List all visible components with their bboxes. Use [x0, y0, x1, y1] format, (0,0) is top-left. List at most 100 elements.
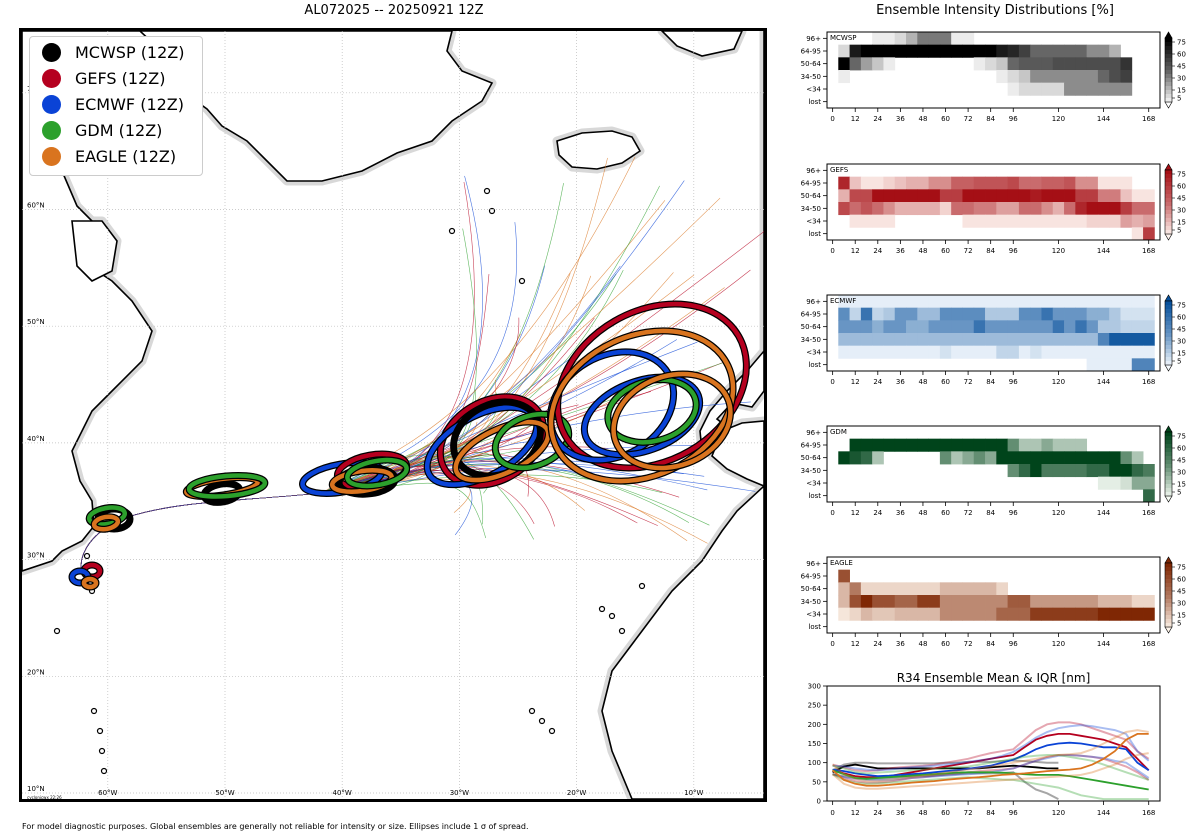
heatmap-cell: [1075, 333, 1088, 347]
colorbar-tick-label: 15: [1177, 481, 1186, 489]
colorbar-segment: [1165, 190, 1172, 195]
colorbar-segment: [1165, 58, 1172, 63]
heatmap-cell: [1086, 464, 1099, 478]
colorbar-segment: [1165, 432, 1172, 437]
heatmap-xtick-label: 0: [830, 378, 834, 386]
track-map: 70°N60°N50°N40°N30°N20°N10°N60°W50°W40°W…: [19, 28, 767, 802]
member-track: [80, 180, 685, 587]
heatmap-cell: [1052, 57, 1065, 71]
heatmap-cell: [1041, 189, 1054, 203]
heatmap-cell: [1064, 57, 1076, 71]
r34-xtick-label: 72: [964, 809, 973, 817]
heatmap-cell: [1097, 214, 1110, 228]
heatmap-cell: [849, 451, 862, 465]
heatmap-cell: [985, 295, 997, 309]
heatmap-cell: [1109, 295, 1121, 309]
heatmap-cell: [928, 189, 941, 203]
heatmap-cell: [1131, 595, 1144, 609]
heatmap-cell: [849, 307, 862, 321]
heatmap-cell: [996, 176, 1009, 190]
heatmap-cell: [985, 320, 997, 334]
heatmap-cell: [1007, 176, 1020, 190]
heatmap-cell: [973, 307, 986, 321]
heatmap-cell: [1075, 345, 1088, 359]
lat-label: 60°N: [27, 202, 45, 210]
heatmap-cell: [1041, 202, 1054, 216]
heatmap-cell: [1109, 464, 1121, 478]
heatmap-cell: [1041, 595, 1054, 609]
colorbar-segment: [1165, 333, 1172, 338]
heatmap-cell: [1097, 189, 1110, 203]
heatmap-cell: [838, 44, 850, 58]
heatmap-cell: [894, 333, 907, 347]
heatmap-row-label: 50-64: [801, 60, 822, 68]
heatmap-cell: [996, 595, 1009, 609]
heatmap-cell: [1018, 57, 1031, 71]
lon-label: 50°W: [215, 789, 234, 797]
heatmap-cell: [906, 295, 918, 309]
colorbar-segment: [1165, 571, 1172, 576]
colorbar-tick-label: 30: [1177, 338, 1186, 346]
colorbar-tick-label: 5: [1177, 227, 1181, 235]
heatmap-cell: [962, 582, 975, 596]
heatmap-cell: [939, 32, 952, 46]
colorbar-frame: [1164, 169, 1173, 235]
heatmap-cell: [1086, 214, 1099, 228]
heatmap-cell: [1075, 44, 1088, 58]
heatmap-row-label: 34-50: [801, 73, 821, 81]
r34-xtick-label: 60: [941, 809, 950, 817]
heatmap-cell: [1109, 202, 1121, 216]
heatmap-cell: [906, 189, 918, 203]
heatmap-cell: [883, 333, 896, 347]
colorbar-segment: [1165, 329, 1172, 334]
heatmap-cell: [1097, 82, 1110, 96]
ellipse-gdm: [345, 457, 409, 489]
heatmap-cell: [1143, 476, 1155, 490]
ellipse-gefs: [555, 301, 749, 471]
colorbar-extend-top: [1164, 163, 1173, 171]
colorbar-segment: [1165, 170, 1172, 175]
colorbar-segment: [1165, 575, 1172, 580]
colorbar-tick-label: 75: [1177, 433, 1186, 441]
heatmap-cell: [872, 595, 884, 609]
land-svalbard: [660, 31, 743, 57]
heatmap-cell: [1109, 345, 1121, 359]
heatmap-row-label: 96+: [806, 35, 821, 43]
heatmap-cell: [838, 333, 850, 347]
heatmap-cell: [939, 451, 952, 465]
heatmap-cell: [1075, 607, 1088, 621]
colorbar-segment: [1165, 62, 1172, 67]
heatmap-xtick-label: 144: [1097, 640, 1111, 648]
heatmap-cell: [1086, 358, 1099, 372]
heatmap-cell: [906, 595, 918, 609]
r34-xtick-label: 84: [986, 809, 995, 817]
heatmap-cell: [962, 176, 975, 190]
legend-marker-eagle: [42, 146, 61, 166]
heatmap-row-label: <34: [806, 611, 821, 619]
heatmap-cell: [1097, 607, 1110, 621]
colorbar-segment: [1165, 440, 1172, 445]
colorbar-tick-label: 5: [1177, 489, 1181, 497]
colorbar-tick-label: 5: [1177, 620, 1181, 628]
r34-series-line: [832, 724, 1150, 772]
heatmap-cell: [1075, 307, 1088, 321]
colorbar-extend-top: [1164, 425, 1173, 433]
r34-xtick-label: 96: [1009, 809, 1018, 817]
heatmap-cell: [872, 345, 884, 359]
member-track: [80, 317, 595, 587]
heatmap-cell: [962, 320, 975, 334]
heatmap-cell: [1064, 176, 1076, 190]
heatmap-cell: [849, 176, 862, 190]
heatmap-cell: [928, 320, 941, 334]
land-africa: [601, 484, 764, 799]
colorbar-tick-label: 60: [1177, 314, 1186, 322]
heatmap-cell: [917, 189, 929, 203]
heatmap-cell: [1041, 333, 1054, 347]
lon-label: 20°W: [567, 789, 586, 797]
heatmap-xtick-label: 144: [1097, 378, 1111, 386]
heatmap-cell: [973, 595, 986, 609]
colorbar-segment: [1165, 317, 1172, 322]
heatmap-cell: [1052, 307, 1065, 321]
island-2: [448, 227, 456, 235]
heatmap-model-label: GDM: [830, 428, 847, 436]
